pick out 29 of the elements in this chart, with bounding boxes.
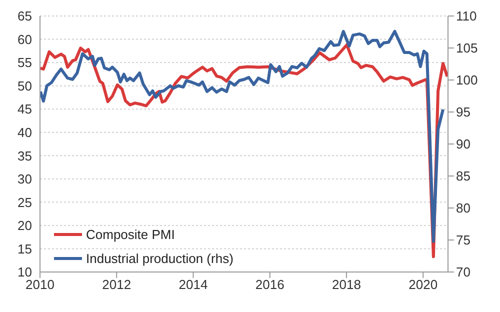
y-tick-label: 20 <box>18 218 32 234</box>
y2-tick-label: 105 <box>456 40 478 56</box>
y-tick-label: 45 <box>18 102 32 117</box>
y-tick-label: 55 <box>18 55 32 70</box>
x-tick-label: 2012 <box>102 277 132 292</box>
y2-tick-label: 95 <box>456 104 470 120</box>
x-tick-label: 2014 <box>178 277 208 292</box>
y-tick-label: 10 <box>18 264 32 280</box>
y2-tick-label: 100 <box>456 72 478 88</box>
x-tick-label: 2010 <box>26 277 54 292</box>
y2-tick-label: 90 <box>456 136 470 152</box>
legend-label: Industrial production (rhs) <box>86 250 234 266</box>
x-tick-label: 2016 <box>255 277 284 292</box>
y-tick-label: 35 <box>18 148 32 164</box>
y2-tick-label: 80 <box>456 200 470 216</box>
y-tick-label: 25 <box>18 194 32 210</box>
y-tick-label: 65 <box>18 8 32 24</box>
x-tick-label: 2018 <box>332 277 361 292</box>
y-tick-label: 15 <box>18 241 32 256</box>
y2-tick-label: 75 <box>456 232 470 248</box>
y-tick-label: 60 <box>18 32 32 47</box>
y-tick-label: 50 <box>18 78 32 94</box>
y2-tick-label: 70 <box>456 264 470 280</box>
y2-tick-label: 85 <box>456 168 470 184</box>
y2-tick-label: 110 <box>456 8 477 24</box>
y-tick-label: 40 <box>18 124 32 140</box>
y-tick-label: 30 <box>18 172 32 187</box>
x-tick-label: 2020 <box>408 277 438 292</box>
legend-label: Composite PMI <box>86 226 175 242</box>
